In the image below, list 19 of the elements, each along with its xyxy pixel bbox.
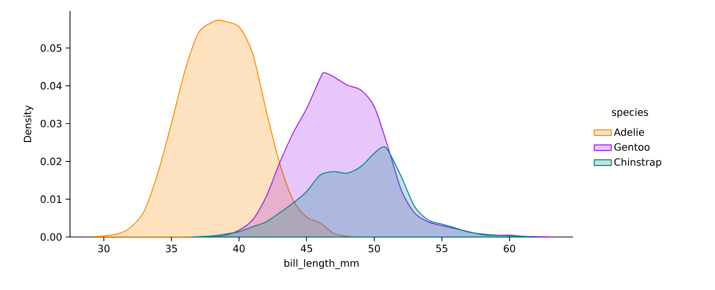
legend-title: species [612, 108, 648, 118]
x-tick-label: 30 [98, 244, 110, 252]
x-axis-title: bill_length_mm [284, 259, 359, 270]
x-tick-label: 50 [368, 244, 380, 252]
y-tick-label: 0.03 [40, 120, 62, 128]
y-tick-label: 0.00 [40, 233, 62, 241]
y-tick-label: 0.01 [40, 195, 62, 203]
y-tick-label: 0.05 [40, 44, 62, 52]
x-tick-label: 40 [233, 244, 245, 252]
x-tick-label: 45 [300, 244, 312, 252]
x-tick-label: 35 [166, 244, 177, 252]
y-tick-label: 0.04 [40, 82, 62, 90]
legend-label: Gentoo [614, 143, 650, 151]
x-tick-label: 60 [504, 244, 516, 252]
y-tick-label: 0.02 [40, 158, 62, 166]
y-axis-title: Density [24, 105, 34, 142]
x-tick-label: 55 [436, 244, 448, 252]
legend-label: Adelie [614, 128, 644, 136]
legend-label: Chinstrap [614, 158, 662, 168]
